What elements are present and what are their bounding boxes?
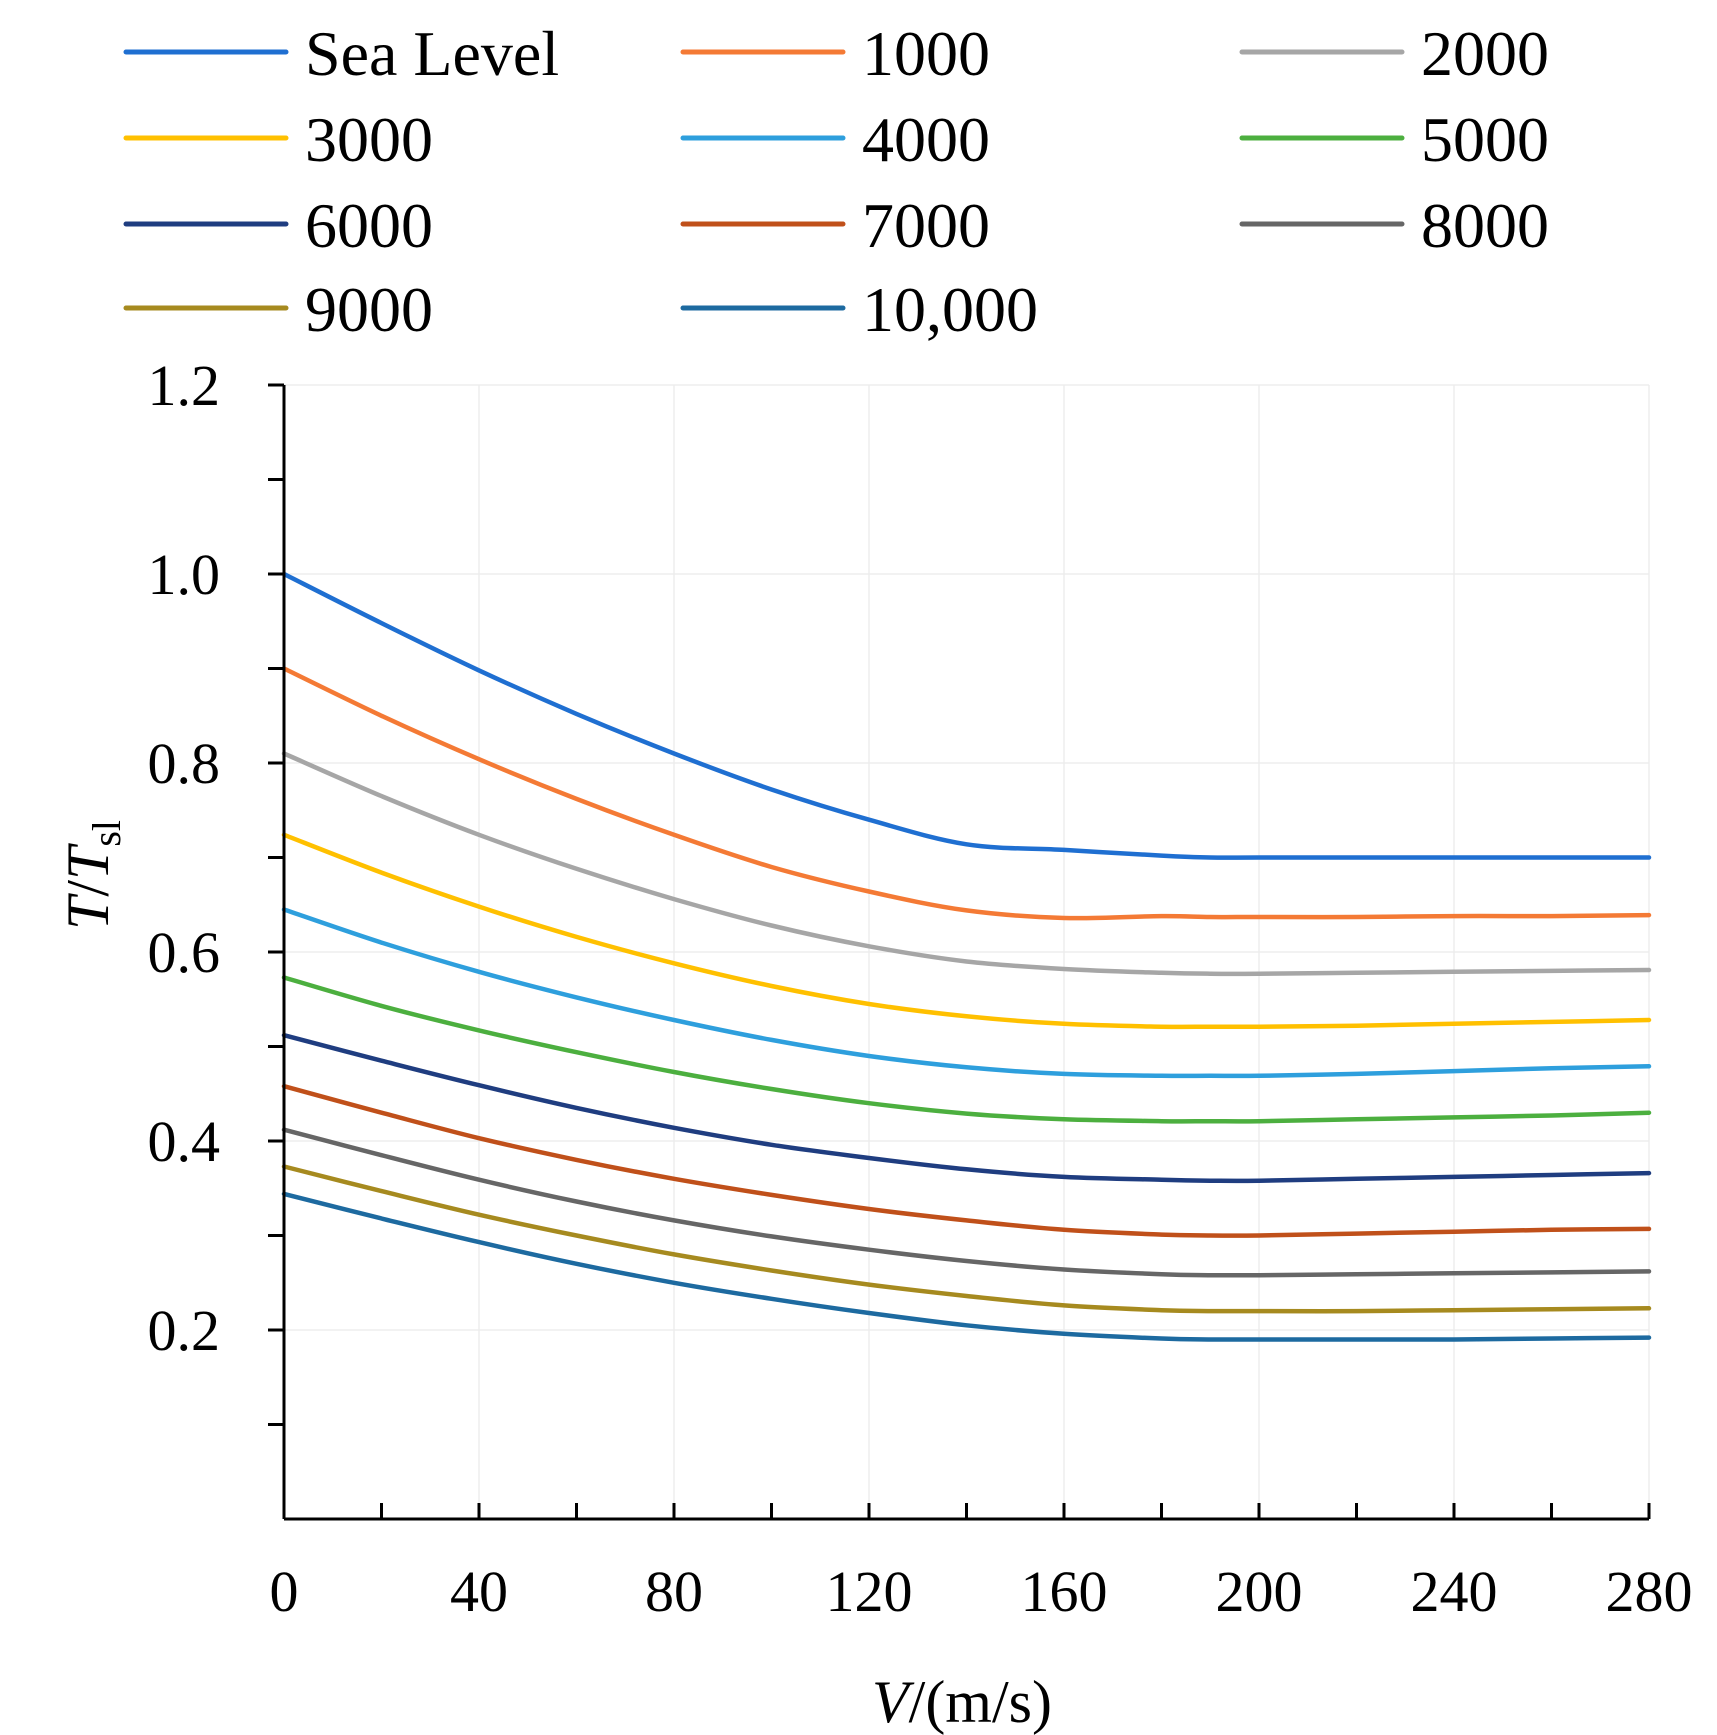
- series-line-11: [281, 1191, 1652, 1342]
- legend-item: 4000: [680, 104, 990, 175]
- x-axis-title-symbol: V: [872, 1669, 915, 1735]
- y-axis-title-subscript: sl: [84, 820, 129, 847]
- x-tick-label: 160: [1021, 1559, 1108, 1624]
- legend-item: 8000: [1239, 190, 1549, 261]
- legend-item: 9000: [123, 274, 433, 345]
- legend-item: 10,000: [680, 274, 1038, 345]
- legend-item: 1000: [680, 18, 990, 89]
- series-line-8: [281, 1083, 1652, 1238]
- legend: Sea Level 1000 2000 3000 4000 5000 6000 7000 800…: [123, 18, 1549, 345]
- legend-label: 9000: [305, 274, 433, 345]
- legend-item: 6000: [123, 190, 433, 261]
- series-line-5: [281, 907, 1652, 1079]
- legend-label: 10,000: [862, 274, 1038, 345]
- x-tick-label: 240: [1411, 1559, 1498, 1624]
- legend-label: 7000: [862, 190, 990, 261]
- series-line-1: [281, 571, 1652, 860]
- x-tick-label: 120: [826, 1559, 913, 1624]
- x-tick-label: 200: [1216, 1559, 1303, 1624]
- legend-label: 5000: [1421, 104, 1549, 175]
- y-tick-label: 0.2: [148, 1298, 221, 1363]
- series-lines: [281, 571, 1652, 1342]
- x-axis-title-unit: /(m/s): [909, 1669, 1052, 1735]
- series-line-9: [281, 1127, 1652, 1278]
- legend-label: 4000: [862, 104, 990, 175]
- x-axis-title: V/(m/s): [872, 1669, 1052, 1735]
- x-axis-ticks: 0 40 80 120 160 200 240 280: [270, 1503, 1693, 1624]
- y-tick-label: 1.2: [148, 353, 221, 418]
- legend-label: 3000: [305, 104, 433, 175]
- y-axis-ticks: 0.2 0.4 0.6 0.8 1.0 1.2: [148, 353, 284, 1426]
- y-tick-label: 0.4: [148, 1109, 221, 1174]
- x-tick-label: 280: [1606, 1559, 1693, 1624]
- x-tick-label: 40: [450, 1559, 508, 1624]
- series-line-2: [281, 666, 1652, 921]
- legend-label: 6000: [305, 190, 433, 261]
- y-tick-label: 1.0: [148, 542, 221, 607]
- y-axis-title-numerator: T: [55, 893, 121, 930]
- legend-item: 7000: [680, 190, 990, 261]
- series-line-4: [281, 832, 1652, 1030]
- series-line-6: [281, 975, 1652, 1124]
- y-axis-title: T/Tsl: [55, 820, 129, 930]
- legend-label: 8000: [1421, 190, 1549, 261]
- y-tick-label: 0.6: [148, 920, 221, 985]
- series-line-3: [281, 751, 1652, 977]
- x-tick-label: 0: [270, 1559, 299, 1624]
- legend-item: 5000: [1239, 104, 1549, 175]
- y-axis-title-denominator: T: [55, 843, 121, 880]
- y-tick-label: 0.8: [148, 731, 221, 796]
- legend-item: 3000: [123, 104, 433, 175]
- x-tick-label: 80: [645, 1559, 703, 1624]
- series-line-10: [281, 1164, 1652, 1314]
- series-line-7: [281, 1032, 1652, 1184]
- y-axis-title-slash: /: [55, 880, 121, 897]
- grid: [284, 384, 1650, 1519]
- legend-item: 2000: [1239, 18, 1549, 89]
- legend-label: Sea Level: [305, 18, 559, 89]
- legend-label: 2000: [1421, 18, 1549, 89]
- legend-label: 1000: [862, 18, 990, 89]
- legend-item: Sea Level: [123, 18, 559, 89]
